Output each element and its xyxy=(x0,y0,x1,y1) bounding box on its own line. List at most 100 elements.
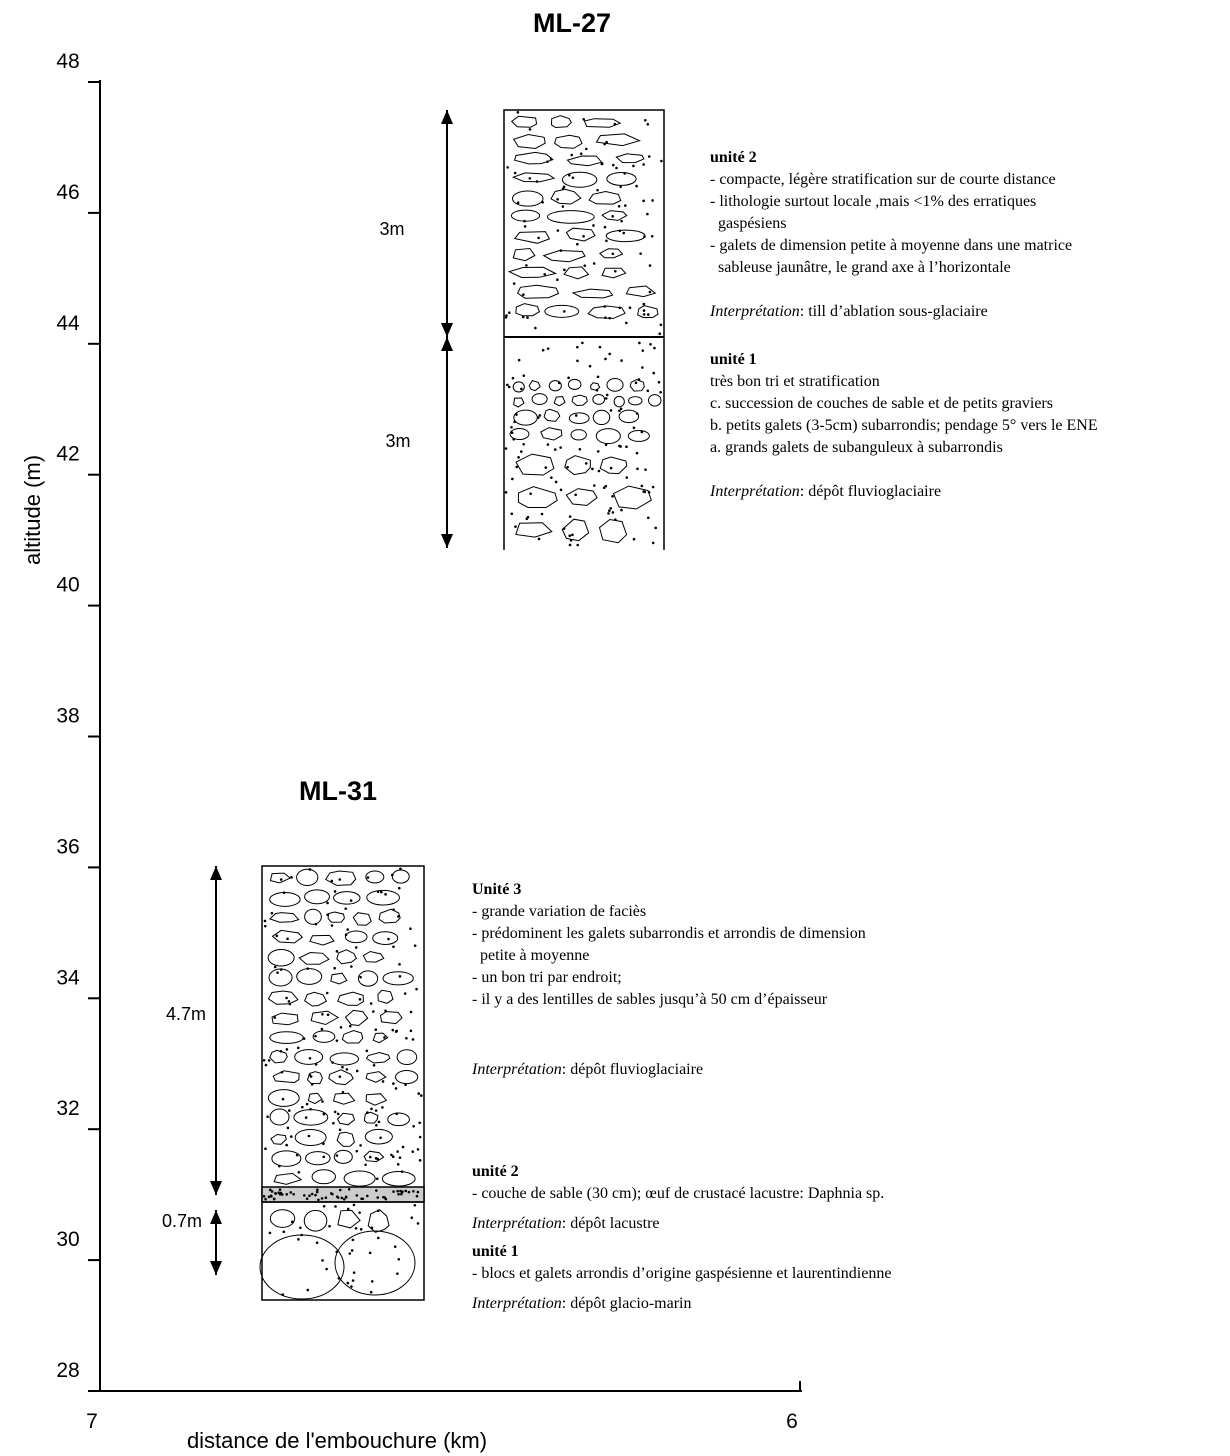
sand-dot xyxy=(642,303,645,306)
sand-dot xyxy=(517,111,520,114)
unit-description: - un bon tri par endroit; xyxy=(472,969,622,986)
sand-dot xyxy=(375,1189,378,1192)
sand-dot xyxy=(518,359,521,362)
pebble xyxy=(600,520,627,543)
unit-title: unité 1 xyxy=(710,351,757,368)
sand-dot xyxy=(317,1199,320,1202)
interpretation-text: : dépôt fluvioglaciaire xyxy=(800,483,941,500)
sand-dot xyxy=(610,467,613,470)
sand-dot xyxy=(334,890,337,893)
sand-dot xyxy=(321,1197,324,1200)
sand-dot xyxy=(614,270,617,273)
sand-dot xyxy=(350,899,353,902)
sand-dot xyxy=(410,1011,413,1014)
sand-dot xyxy=(359,1144,362,1147)
sand-dot xyxy=(341,1197,344,1200)
x-axis-label: distance de l'embouchure (km) xyxy=(187,1428,487,1453)
sand-dot xyxy=(622,232,625,235)
unit-description: - compacte, légère stratification sur de… xyxy=(710,171,1056,188)
sand-dot xyxy=(644,468,647,471)
sand-dot xyxy=(346,1068,349,1071)
sand-dot xyxy=(264,1147,267,1150)
sand-dot xyxy=(323,1205,326,1208)
sand-dot xyxy=(620,509,623,512)
sand-dot xyxy=(348,1188,351,1191)
pebble xyxy=(366,1094,386,1106)
sand-dot xyxy=(271,912,274,915)
sand-dot xyxy=(596,189,599,192)
pebble xyxy=(367,890,400,905)
sand-dot xyxy=(352,1279,355,1282)
pebble xyxy=(274,1173,301,1184)
sand-dot xyxy=(351,1249,354,1252)
sand-dot xyxy=(412,1190,415,1193)
sand-dot xyxy=(409,927,412,930)
pebble xyxy=(568,156,602,166)
sand-dot xyxy=(316,1191,319,1194)
sand-dot xyxy=(593,262,596,265)
sand-dot xyxy=(314,1035,317,1038)
sand-dot xyxy=(405,1037,408,1040)
sand-dot xyxy=(276,971,279,974)
y-tick-label: 48 xyxy=(56,50,79,73)
pebble xyxy=(328,912,344,922)
y-tick-label: 30 xyxy=(56,1228,79,1251)
sand-dot xyxy=(605,397,608,400)
pebble xyxy=(511,210,539,221)
sand-dot xyxy=(355,946,358,949)
sand-dot xyxy=(378,1121,381,1124)
pebble xyxy=(337,1132,354,1146)
pebble xyxy=(334,892,360,904)
pebble xyxy=(593,410,610,424)
sand-dot xyxy=(414,944,417,947)
sand-dot xyxy=(539,414,542,417)
pebble xyxy=(397,1050,417,1065)
sand-dot xyxy=(604,226,607,229)
sand-dot xyxy=(356,1150,359,1153)
sand-dot xyxy=(297,1047,300,1050)
sand-dot xyxy=(316,1188,319,1191)
sand-dot xyxy=(321,1259,324,1262)
pebble xyxy=(568,379,581,389)
sand-dot xyxy=(644,119,647,122)
pebble xyxy=(270,873,290,883)
sand-dot xyxy=(274,966,277,969)
sand-dot xyxy=(579,448,582,451)
sand-dot xyxy=(264,920,267,923)
sand-dot xyxy=(306,1289,309,1292)
pebble xyxy=(295,1050,323,1065)
pebble xyxy=(552,116,572,128)
sand-dot xyxy=(554,448,557,451)
sand-dot xyxy=(344,907,347,910)
y-axis-label: altitude (m) xyxy=(20,455,45,565)
pebble xyxy=(614,486,652,509)
sand-dot xyxy=(298,1171,301,1174)
sand-dot xyxy=(395,1087,398,1090)
interpretation-text: : till d’ablation sous-glaciaire xyxy=(800,303,988,320)
pebble xyxy=(305,992,327,1006)
pebble xyxy=(326,871,356,885)
sand-dot xyxy=(607,512,610,515)
sand-dot xyxy=(582,235,585,238)
sand-dot xyxy=(375,1028,378,1031)
y-tick-label: 36 xyxy=(56,835,79,858)
pebble xyxy=(607,172,636,185)
sand-dot xyxy=(325,1268,328,1271)
pebble xyxy=(331,973,347,984)
sand-dot xyxy=(404,992,407,995)
sand-dot xyxy=(416,1195,419,1198)
pebble xyxy=(571,430,586,440)
pebble xyxy=(514,135,546,149)
sand-dot xyxy=(606,394,609,397)
sand-dot xyxy=(544,466,547,469)
pebble xyxy=(388,1113,410,1126)
sand-dot xyxy=(583,264,586,267)
unit-description: - lithologie surtout locale ,mais <1% de… xyxy=(710,193,1036,210)
pebble xyxy=(512,116,537,127)
sand-dot xyxy=(506,384,509,387)
pebble xyxy=(591,383,600,390)
y-tick-label: 40 xyxy=(56,574,79,597)
sand-dot xyxy=(270,1195,273,1198)
pebble xyxy=(353,913,371,926)
pebble xyxy=(358,971,377,986)
